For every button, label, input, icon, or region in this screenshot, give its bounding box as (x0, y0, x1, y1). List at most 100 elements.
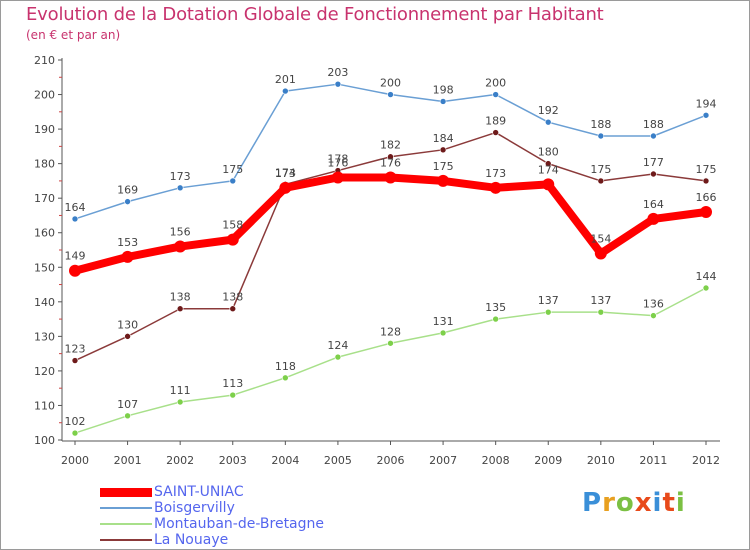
x-tick-label: 2001 (114, 454, 142, 467)
legend-item-saint-uniac: SAINT-UNIAC (100, 484, 324, 500)
data-point-montauban-de-bretagne (71, 429, 79, 437)
data-point-saint-uniac (69, 264, 81, 277)
data-point-boisgervilly (702, 111, 710, 119)
data-label-la-nouaye: 180 (538, 146, 559, 159)
y-tick-label: 160 (34, 227, 55, 240)
data-label-la-nouaye: 189 (485, 115, 506, 128)
data-label-montauban-de-bretagne: 137 (590, 294, 611, 307)
data-point-boisgervilly (229, 177, 237, 185)
legend-item-montauban: Montauban-de-Bretagne (100, 516, 324, 532)
data-label-boisgervilly: 200 (380, 77, 401, 90)
data-point-boisgervilly (124, 198, 131, 205)
data-label-la-nouaye: 130 (117, 318, 138, 331)
data-label-montauban-de-bretagne: 135 (485, 301, 506, 314)
data-label-saint-uniac: 176 (380, 156, 401, 169)
data-label-montauban-de-bretagne: 128 (380, 325, 401, 338)
data-label-boisgervilly: 188 (643, 118, 664, 131)
data-label-boisgervilly: 192 (538, 104, 559, 117)
data-point-la-nouaye (124, 333, 131, 340)
logo-letter: o (615, 488, 635, 518)
y-tick-label: 120 (34, 365, 55, 378)
data-label-boisgervilly: 188 (590, 118, 611, 131)
data-label-boisgervilly: 198 (433, 83, 454, 96)
data-point-montauban-de-bretagne (439, 329, 447, 337)
data-point-la-nouaye (597, 177, 605, 185)
data-label-saint-uniac: 158 (222, 219, 243, 232)
data-label-la-nouaye: 175 (696, 163, 717, 176)
data-point-la-nouaye (387, 153, 394, 161)
data-point-saint-uniac (647, 212, 660, 225)
data-label-boisgervilly: 194 (696, 97, 717, 110)
y-tick-label: 180 (34, 158, 55, 171)
data-point-saint-uniac (174, 240, 187, 253)
data-label-la-nouaye: 174 (275, 166, 296, 179)
proxiti-logo: Proxiti (582, 488, 686, 518)
data-point-boisgervilly (176, 184, 184, 192)
data-point-la-nouaye (176, 305, 184, 313)
logo-letter: P (582, 488, 603, 518)
chart-subtitle: (en € et par an) (26, 28, 121, 42)
data-point-boisgervilly (387, 91, 394, 98)
chart-legend: SAINT-UNIAC Boisgervilly Montauban-de-Br… (100, 484, 324, 548)
x-tick-label: 2003 (219, 454, 247, 467)
data-label-boisgervilly: 203 (327, 66, 348, 79)
legend-swatch-montauban (100, 523, 152, 525)
y-tick-label: 190 (34, 123, 55, 136)
data-label-saint-uniac: 176 (327, 156, 348, 169)
data-label-saint-uniac: 154 (590, 232, 611, 245)
data-point-montauban-de-bretagne (544, 308, 552, 316)
x-tick-label: 2005 (324, 454, 352, 467)
legend-item-la-nouaye: La Nouaye (100, 532, 324, 548)
data-label-la-nouaye: 175 (590, 163, 611, 176)
data-label-saint-uniac: 175 (433, 160, 454, 173)
data-point-montauban-de-bretagne (176, 398, 184, 406)
data-point-montauban-de-bretagne (282, 374, 289, 382)
data-point-saint-uniac (279, 181, 292, 194)
data-label-boisgervilly: 169 (117, 184, 138, 197)
data-label-saint-uniac: 164 (643, 198, 664, 211)
x-tick-label: 2004 (271, 454, 299, 467)
data-label-montauban-de-bretagne: 136 (643, 298, 664, 311)
y-tick-label: 210 (34, 54, 55, 67)
data-label-montauban-de-bretagne: 113 (222, 377, 243, 390)
legend-swatch-la-nouaye (100, 539, 152, 541)
data-label-boisgervilly: 173 (170, 170, 191, 183)
data-label-la-nouaye: 123 (65, 343, 86, 356)
data-point-montauban-de-bretagne (650, 312, 657, 319)
data-point-la-nouaye (439, 146, 447, 154)
y-tick-label: 130 (34, 330, 55, 343)
y-tick-label: 170 (34, 192, 55, 205)
data-label-la-nouaye: 182 (380, 139, 401, 152)
data-point-boisgervilly (282, 87, 289, 95)
x-tick-label: 2011 (639, 454, 667, 467)
data-point-montauban-de-bretagne (229, 391, 237, 399)
data-label-montauban-de-bretagne: 111 (170, 384, 191, 397)
data-label-boisgervilly: 164 (65, 201, 86, 214)
y-tick-label: 200 (34, 89, 55, 102)
data-label-la-nouaye: 184 (433, 132, 454, 145)
data-label-saint-uniac: 173 (485, 167, 506, 180)
data-point-la-nouaye (492, 129, 499, 136)
legend-swatch-boisgervilly (100, 507, 152, 509)
logo-letter: t (662, 488, 676, 518)
data-label-boisgervilly: 201 (275, 73, 296, 86)
data-point-montauban-de-bretagne (702, 284, 710, 292)
data-point-boisgervilly (544, 118, 552, 126)
data-point-montauban-de-bretagne (334, 353, 342, 361)
data-point-boisgervilly (650, 132, 657, 140)
data-point-boisgervilly (334, 80, 342, 88)
legend-swatch-saint-uniac (100, 487, 152, 497)
logo-letter: i (652, 488, 663, 518)
data-point-saint-uniac (489, 181, 502, 194)
data-label-montauban-de-bretagne: 107 (117, 398, 138, 411)
data-label-montauban-de-bretagne: 118 (275, 360, 296, 373)
data-label-saint-uniac: 156 (170, 226, 191, 239)
data-point-montauban-de-bretagne (597, 308, 605, 316)
data-label-montauban-de-bretagne: 124 (327, 339, 348, 352)
y-tick-label: 100 (34, 434, 55, 447)
data-point-saint-uniac (384, 171, 397, 184)
data-label-la-nouaye: 138 (170, 291, 191, 304)
data-point-saint-uniac (226, 233, 239, 246)
x-tick-label: 2007 (429, 454, 457, 467)
